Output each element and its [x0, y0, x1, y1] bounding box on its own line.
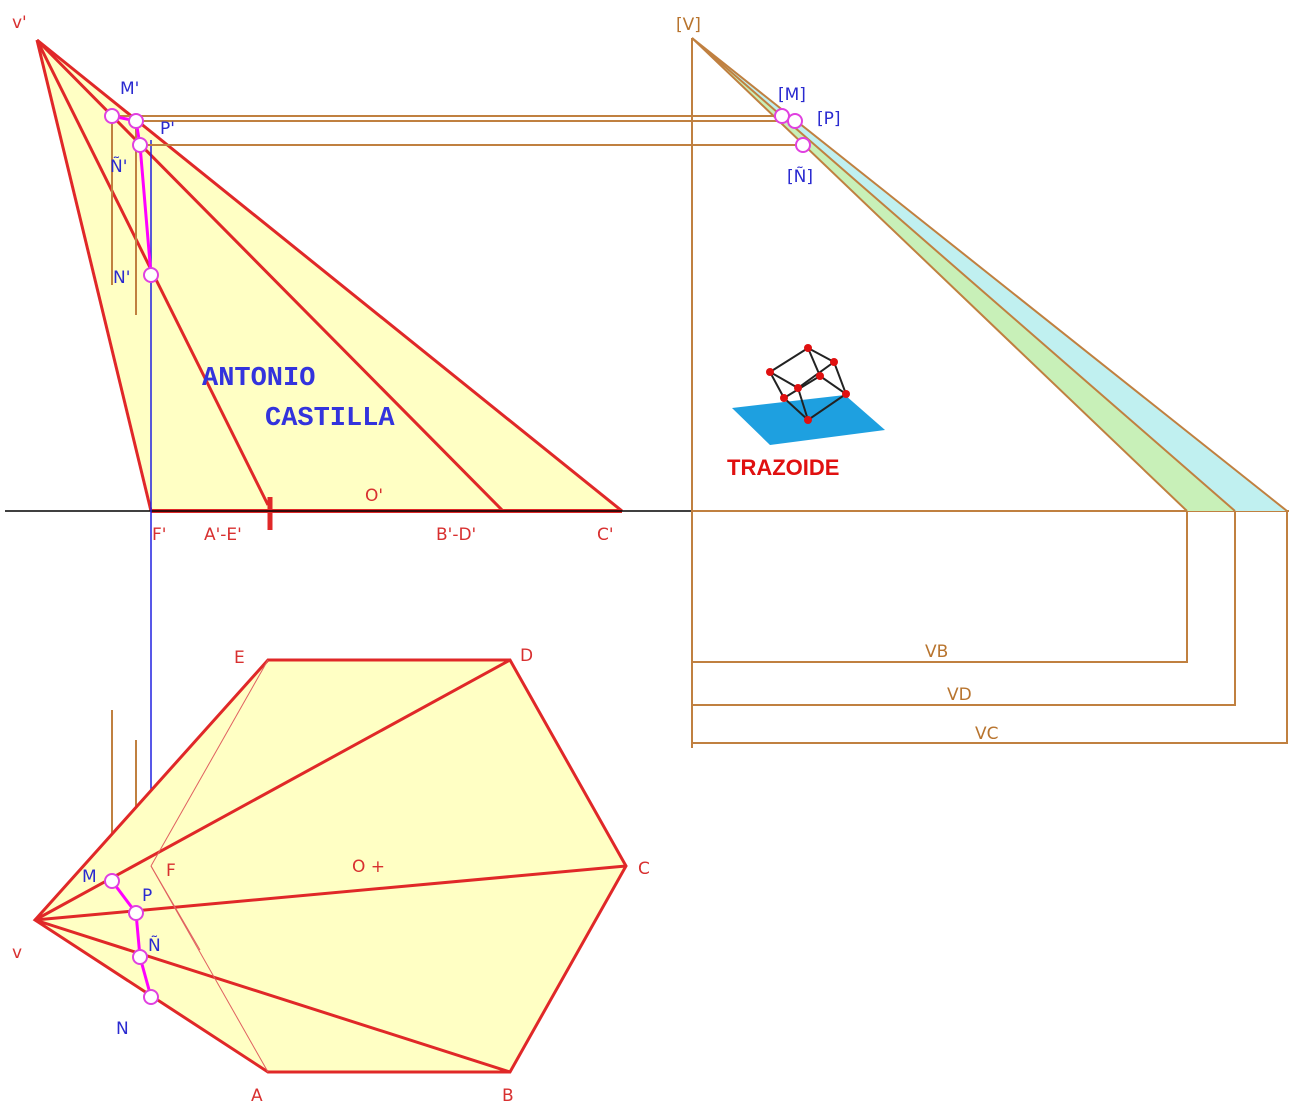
- label: N': [113, 268, 130, 288]
- label: Ñ': [110, 155, 127, 177]
- label: A: [251, 1086, 263, 1106]
- label: F: [166, 861, 176, 881]
- label: VC: [975, 724, 999, 744]
- label: A'-E': [204, 525, 242, 545]
- label: D: [520, 646, 533, 666]
- plan-face: [35, 660, 626, 1072]
- author: ANTONIO: [202, 364, 315, 394]
- label: VD: [947, 685, 972, 705]
- label: B'-D': [436, 525, 476, 545]
- logo-text: TRAZOIDE: [727, 455, 839, 480]
- label: P: [142, 886, 152, 906]
- label: E: [234, 648, 245, 668]
- label: VB: [925, 642, 948, 662]
- label: [M]: [778, 85, 806, 105]
- label: [P]: [817, 109, 841, 129]
- label: O': [365, 486, 383, 506]
- label: F': [152, 525, 166, 545]
- label: O +: [352, 857, 385, 877]
- label: M': [120, 79, 139, 99]
- logo-icon: [732, 344, 885, 445]
- label: v': [12, 13, 27, 33]
- label: M: [82, 867, 97, 887]
- label: N: [116, 1019, 129, 1039]
- label: [V]: [676, 15, 701, 35]
- label: C: [638, 859, 650, 879]
- label: B: [502, 1086, 514, 1106]
- label: v: [12, 943, 22, 963]
- author: CASTILLA: [265, 404, 395, 434]
- label: P': [160, 119, 175, 139]
- label: C': [597, 525, 614, 545]
- label: Ñ: [148, 934, 161, 956]
- diagram: v' M' P' Ñ' N' F' A'-E' B'-D' C' O' ANTO…: [0, 0, 1289, 1106]
- label: [Ñ]: [787, 165, 813, 187]
